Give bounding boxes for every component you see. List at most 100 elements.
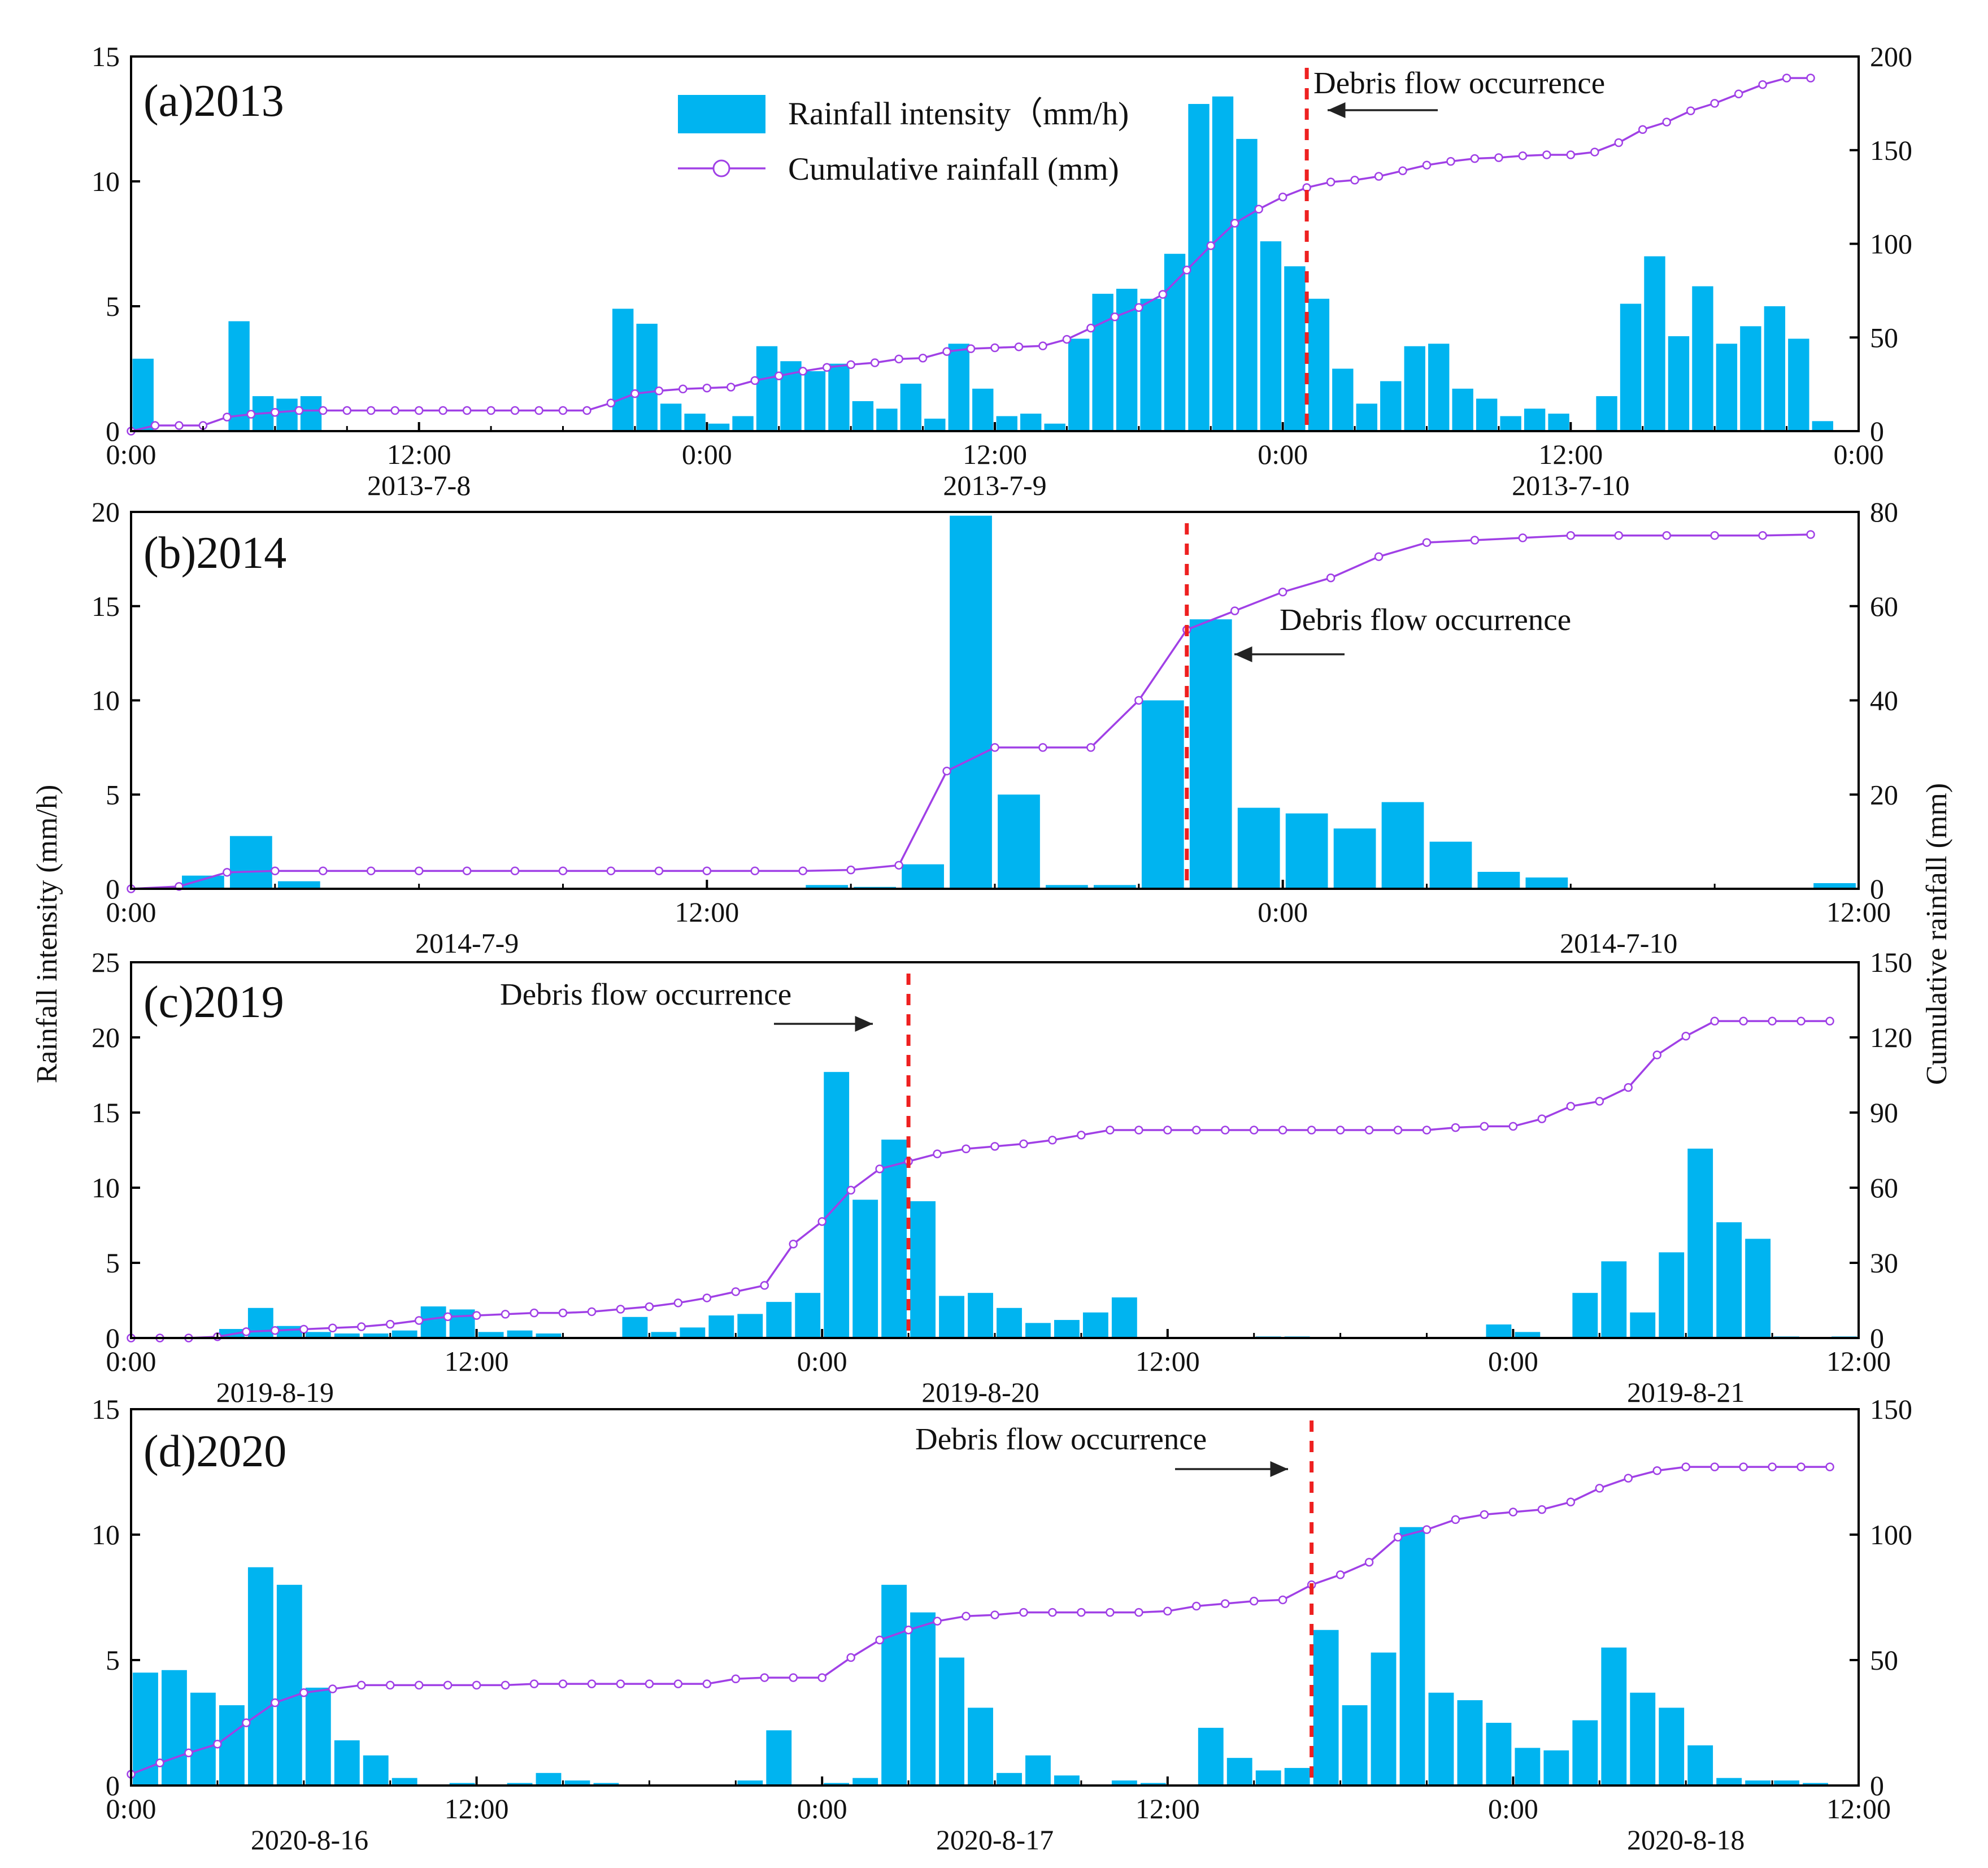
- left-tick-label: 15: [92, 1097, 120, 1128]
- rainfall-bar: [1212, 96, 1234, 432]
- cumulative-point: [1134, 303, 1143, 312]
- rainfall-bar: [1381, 802, 1424, 889]
- cumulative-point: [1019, 1139, 1028, 1149]
- rainfall-bar: [622, 1317, 648, 1338]
- left-tick-label: 0: [106, 1770, 120, 1801]
- rainfall-bar: [1452, 388, 1473, 431]
- cumulative-point: [702, 1293, 712, 1302]
- cumulative-point: [462, 406, 472, 415]
- cumulative-point: [962, 1144, 971, 1154]
- cumulative-point: [933, 1149, 942, 1158]
- cumulative-point: [1422, 1126, 1432, 1135]
- rainfall-bar: [1140, 298, 1162, 431]
- cumulative-point: [1019, 1608, 1028, 1617]
- rainfall-bar: [305, 1332, 331, 1338]
- rainfall-bar: [998, 794, 1040, 889]
- rainfall-bar: [1198, 1727, 1224, 1786]
- x-tick-label: 12:00: [1136, 1793, 1200, 1824]
- rainfall-bar: [737, 1314, 763, 1338]
- rainfall-bar: [1457, 1700, 1483, 1786]
- rainfall-bar: [363, 1755, 389, 1786]
- rainfall-bar: [1620, 303, 1642, 431]
- cumulative-point: [1398, 166, 1407, 175]
- cumulative-point: [1537, 1505, 1547, 1514]
- rainfall-bar: [852, 1200, 878, 1338]
- rainfall-bar: [1236, 138, 1258, 432]
- cumulative-point: [1163, 1126, 1172, 1135]
- cumulative-point: [319, 866, 328, 876]
- cumulative-point: [1048, 1608, 1057, 1617]
- date-label: 2020-8-17: [936, 1824, 1054, 1856]
- cumulative-point: [1278, 192, 1287, 202]
- cumulative-point: [1451, 1123, 1460, 1132]
- x-tick-label: 12:00: [445, 1345, 509, 1377]
- rainfall-bar: [1659, 1708, 1685, 1786]
- cumulative-point: [1393, 1126, 1403, 1135]
- cumulative-point: [1624, 1474, 1633, 1483]
- cumulative-point: [1590, 147, 1599, 157]
- cumulative-point: [443, 1312, 453, 1322]
- cumulative-point: [1480, 1510, 1489, 1519]
- cumulative-point: [645, 1302, 654, 1311]
- cumulative-point: [414, 1680, 424, 1690]
- rainfall-bar: [1716, 344, 1738, 431]
- left-tick-label: 10: [92, 1519, 120, 1550]
- rainfall-bar: [636, 323, 658, 431]
- x-tick-label: 0:00: [106, 1345, 156, 1377]
- rainfall-bar: [824, 1783, 850, 1786]
- cumulative-point: [1307, 1126, 1316, 1135]
- left-tick-label: 5: [106, 1247, 120, 1279]
- cumulative-point: [271, 408, 280, 417]
- rainfall-bar: [1237, 807, 1280, 889]
- right-tick-label: 50: [1870, 1644, 1898, 1676]
- rainfall-bar: [612, 309, 634, 431]
- rainfall-bar: [219, 1705, 245, 1786]
- right-tick-label: 100: [1870, 228, 1912, 260]
- date-label: 2019-8-21: [1627, 1376, 1745, 1408]
- cumulative-point: [1710, 1462, 1719, 1471]
- cumulative-point: [1566, 150, 1576, 159]
- cumulative-point: [1518, 151, 1528, 160]
- debris-flow-annotation: Debris flow occurrence: [915, 1422, 1207, 1456]
- left-tick-label: 25: [92, 946, 120, 978]
- rainfall-bar: [1745, 1780, 1771, 1786]
- panel-title: (a)2013: [143, 76, 284, 126]
- cumulative-point: [933, 1617, 942, 1626]
- rainfall-bar: [996, 416, 1017, 431]
- rainfall-bar: [910, 1201, 936, 1338]
- x-tick-label: 0:00: [1834, 438, 1884, 470]
- right-axis-title: Cumulative rainfall (mm): [1921, 783, 1953, 1085]
- cumulative-point: [846, 360, 855, 370]
- cumulative-point: [1624, 1083, 1633, 1092]
- rainfall-bar: [247, 1307, 273, 1338]
- cumulative-point: [775, 371, 784, 380]
- cumulative-point: [654, 386, 664, 396]
- rainfall-bar: [449, 1309, 475, 1338]
- cumulative-point: [731, 1287, 741, 1296]
- cumulative-point: [1086, 743, 1095, 752]
- cumulative-point: [1086, 323, 1095, 333]
- rainfall-bar: [1111, 1780, 1137, 1786]
- rainfall-bar: [1543, 1750, 1569, 1786]
- rainfall-bar: [924, 418, 946, 431]
- left-tick-label: 0: [106, 415, 120, 447]
- cumulative-point: [645, 1679, 654, 1688]
- right-tick-label: 30: [1870, 1247, 1898, 1279]
- x-tick-label: 0:00: [797, 1345, 847, 1377]
- rainfall-bar: [1515, 1748, 1541, 1786]
- cumulative-point: [1470, 536, 1480, 545]
- cumulative-point: [510, 866, 520, 876]
- rainfall-bar: [1188, 103, 1210, 432]
- x-tick-label: 12:00: [1826, 1345, 1891, 1377]
- cumulative-point: [1566, 531, 1576, 540]
- rainfall-bar: [1054, 1320, 1080, 1338]
- rainfall-bar: [766, 1730, 792, 1786]
- cumulative-point: [1652, 1466, 1661, 1475]
- cumulative-point: [750, 866, 760, 876]
- cumulative-point: [213, 1739, 222, 1749]
- rainfall-bar: [1745, 1239, 1771, 1338]
- rainfall-bar: [1068, 338, 1090, 431]
- x-tick-label: 12:00: [445, 1793, 509, 1824]
- rainfall-bar: [881, 1584, 907, 1786]
- rainfall-bar: [1111, 1297, 1137, 1338]
